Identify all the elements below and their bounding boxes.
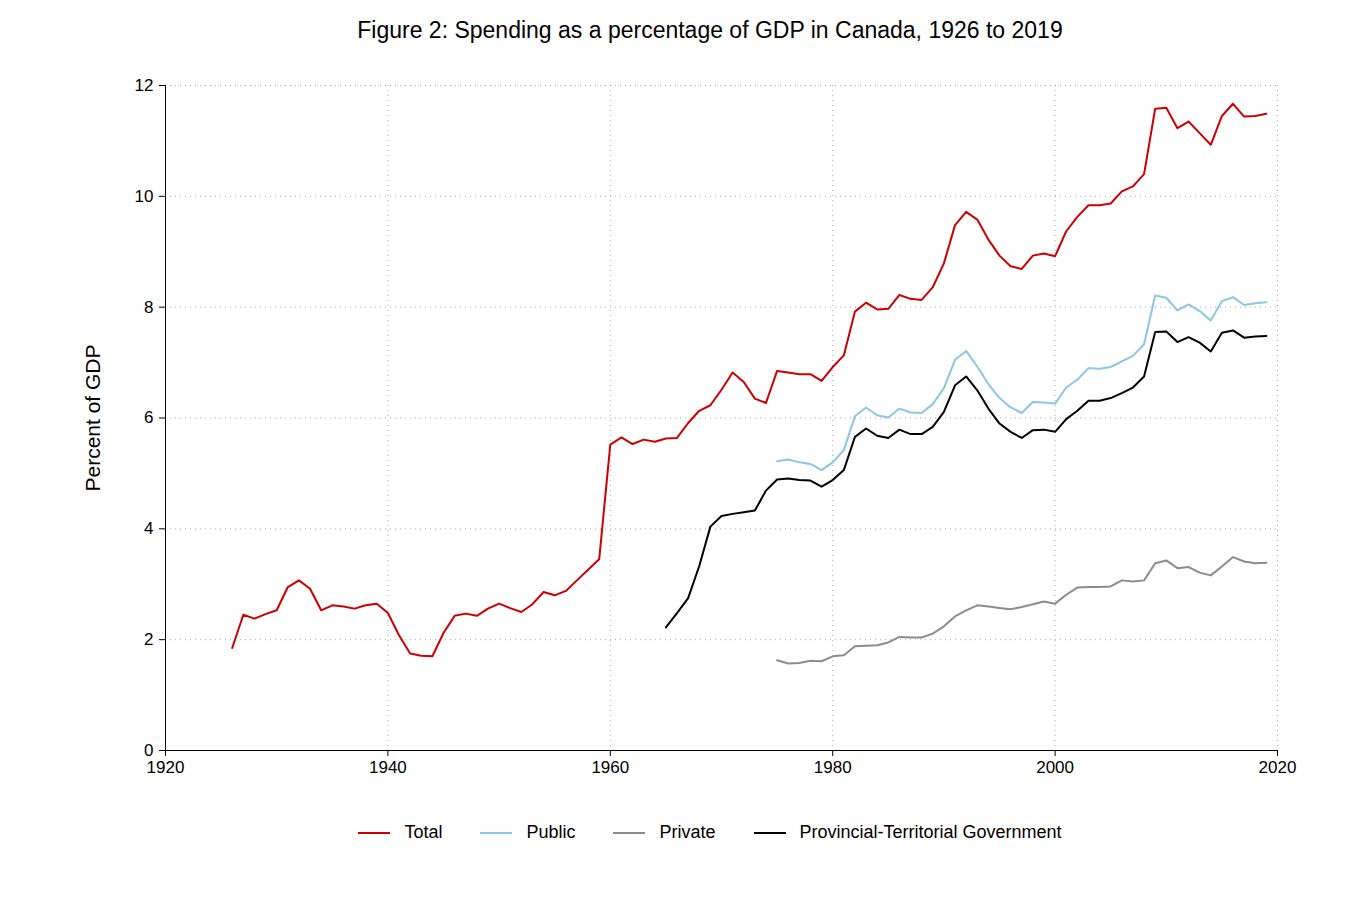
svg-text:1980: 1980 — [814, 758, 852, 777]
svg-text:12: 12 — [135, 76, 154, 95]
svg-text:1920: 1920 — [147, 758, 185, 777]
svg-text:Percent of GDP: Percent of GDP — [81, 344, 104, 491]
svg-text:1960: 1960 — [591, 758, 629, 777]
svg-text:8: 8 — [144, 298, 153, 317]
svg-text:6: 6 — [144, 408, 153, 427]
html-text:Provincial-Territorial Governm: Provincial-Territorial Government — [799, 822, 1062, 842]
svg-text:1940: 1940 — [369, 758, 407, 777]
svg-text:0: 0 — [144, 740, 154, 760]
svg-text:10: 10 — [135, 187, 154, 206]
html-text:Total: Total — [404, 822, 443, 842]
svg-text:2000: 2000 — [1036, 758, 1074, 777]
html-text:Public: Public — [526, 822, 576, 842]
html-text:Private: Private — [659, 822, 716, 842]
svg-text:2020: 2020 — [1259, 758, 1297, 777]
svg-text:4: 4 — [144, 519, 153, 538]
svg-text:2: 2 — [144, 630, 153, 649]
html-text:Figure 2: Spending as a percen: Figure 2: Spending as a percentage of GD… — [357, 17, 1063, 43]
